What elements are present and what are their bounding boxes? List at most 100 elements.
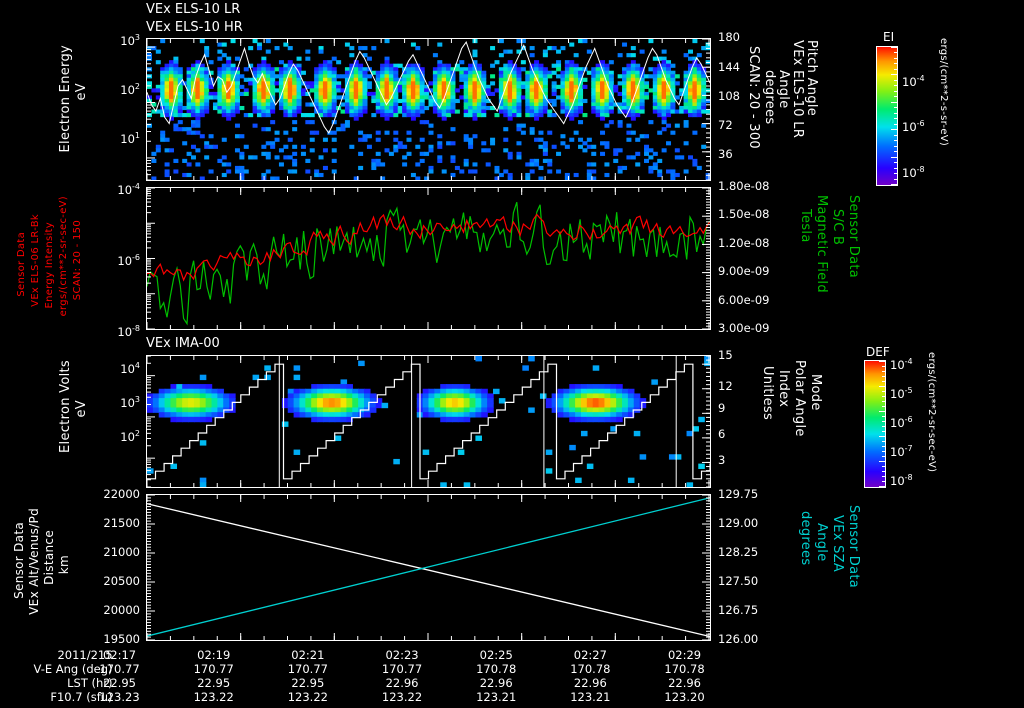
panel4-right-tick-0: 129.75: [718, 487, 759, 501]
table-cell: 22.95: [291, 676, 325, 690]
table-row-label: 2011/215: [57, 648, 113, 662]
panel2-left-axis-line1: VEx ELS-06 LR-Bk: [30, 214, 41, 307]
panel3-right-tick-2: 9: [718, 401, 726, 415]
table-cell: 170.77: [287, 662, 328, 676]
panel2-ytick-2: 10-8: [117, 324, 140, 339]
table-cell: 02:17: [102, 648, 137, 662]
panel3-right-axis-line3: Unitless: [760, 366, 775, 421]
panel3-left-axis-line1: eV: [74, 400, 89, 418]
colorbar2-tick-4: 10-8: [890, 473, 913, 488]
panel2-left-axis-line4: SCAN: 20 - 150: [72, 220, 83, 301]
panel4-right-axis-line1: VEx SZA: [830, 515, 845, 573]
table-cell: 170.77: [99, 662, 140, 676]
panel2-ytick-1: 10-6: [117, 253, 140, 268]
panel2-left-axis-line3: ergs/(cm**2-sr-sec-eV): [58, 196, 69, 317]
panel1-right-tick-3: 72: [718, 118, 733, 132]
table-row: V-E Ang (deg) 170.77 170.77 170.77 170.77 170…: [0, 662, 780, 676]
panel1-right-tick-1: 144: [718, 60, 740, 74]
panel4-ytick-2: 21000: [103, 545, 140, 559]
table-cell: 123.23: [99, 690, 140, 704]
table-cell: 02:23: [385, 648, 419, 662]
panel2-right-axis-line3: Tesla: [798, 209, 813, 243]
panel3-title: VEx IMA-00: [146, 336, 220, 351]
panel4-left-axis-line3: km: [57, 555, 71, 575]
panel2-right-tick-4: 6.00e-09: [718, 293, 770, 307]
panel4-right-axis-line2: Angle: [814, 523, 829, 562]
panel-els-spectrogram: [146, 38, 711, 181]
panel4-right-tick-2: 128.25: [718, 545, 759, 559]
table-cell: 123.22: [193, 690, 234, 704]
panel3-right-tick-4: 3: [718, 453, 726, 467]
panel3-right-tick-0: 15: [718, 348, 733, 362]
colorbar2-tick-0: 10-4: [890, 357, 913, 372]
table-row-label: LST (hr): [67, 676, 113, 690]
panel1-right-axis-line3: degrees: [762, 70, 777, 125]
table-cell: 170.78: [664, 662, 705, 676]
panel2-left-axis-line0: Sensor Data: [16, 232, 27, 297]
table-row-values: 123.23 123.22 123.22 123.22 123.21 123.21 123.…: [99, 690, 780, 704]
table-cell: 170.77: [193, 662, 234, 676]
colorbar1-title: EI: [883, 30, 895, 44]
table-cell: 170.78: [476, 662, 517, 676]
colorbar2-tick-1: 10-5: [890, 386, 913, 401]
table-cell: 123.21: [570, 690, 611, 704]
panel3-right-tick-3: 6: [718, 427, 726, 441]
panel-altitude-sza: [146, 494, 711, 641]
table-cell: 123.22: [381, 690, 423, 704]
panel1-ytick-2: 101: [120, 131, 140, 146]
panel1-left-axis-line1: eV: [74, 83, 89, 101]
colorbar2-unit-label: ergs/(cm**2-sr-sec-eV): [926, 352, 937, 473]
table-row-label: F10.7 (sfu): [50, 690, 113, 704]
table-cell: 22.96: [573, 676, 607, 690]
panel3-ytick-0: 104: [120, 361, 140, 376]
panel3-ytick-1: 103: [120, 395, 140, 410]
colorbar2-tick-2: 10-6: [890, 415, 913, 430]
table-cell: 123.21: [476, 690, 517, 704]
panel4-left-axis-line2: Distance: [42, 530, 56, 585]
panel1-ytick-1: 102: [120, 82, 140, 97]
table-cell: 170.78: [570, 662, 611, 676]
panel3-ytick-2: 102: [120, 429, 140, 444]
table-cell: 02:25: [479, 648, 513, 662]
panel3-right-tick-1: 12: [718, 379, 733, 393]
table-cell: 123.22: [287, 690, 328, 704]
panel1-right-axis-line1: VEx ELS-10 LR: [790, 40, 805, 139]
table-cell: 22.96: [385, 676, 419, 690]
table-cell: 02:21: [291, 648, 325, 662]
panel2-right-axis-line0: Sensor Data: [846, 195, 861, 279]
table-cell: 22.96: [479, 676, 513, 690]
panel4-left-axis-line1: VEx Alt/Venus/Pd: [27, 508, 41, 615]
panel1-ytick-0: 103: [120, 33, 140, 48]
panel4-right-axis-line0: Sensor Data: [846, 505, 861, 589]
panel2-left-axis-line2: Energy Intensity: [44, 222, 55, 309]
colorbar1-unit-label: ergs/(cm**2-s-sr-eV): [938, 38, 949, 147]
bottom-info-table: 2011/215 02:17 02:19 02:21 02:23 02:25 02:27 02…: [0, 648, 780, 704]
panel4-ytick-0: 22000: [103, 487, 140, 501]
panel4-right-tick-4: 126.75: [718, 603, 759, 617]
panel4-right-axis-line3: degrees: [798, 511, 813, 566]
panel2-right-tick-0: 1.80e-08: [718, 179, 770, 193]
table-cell: 22.95: [103, 676, 136, 690]
panel3-right-axis-line0: Mode: [808, 374, 823, 411]
panel2-right-tick-5: 3.00e-09: [718, 321, 770, 335]
panel-ima-spectrogram: [146, 355, 711, 488]
panel4-left-axis-line0: Sensor Data: [12, 522, 26, 599]
panel2-right-tick-2: 1.20e-08: [718, 236, 770, 250]
table-row-values: 02:17 02:19 02:21 02:23 02:25 02:27 02:29: [103, 648, 780, 662]
table-cell: 02:19: [197, 648, 231, 662]
colorbar2-title: DEF: [866, 345, 890, 359]
panel4-right-tick-5: 126.00: [718, 632, 759, 646]
colorbar2-tick-3: 10-7: [890, 444, 913, 459]
panel4-ytick-1: 21500: [103, 516, 140, 530]
panel4-right-tick-1: 129.00: [718, 516, 759, 530]
table-row: LST (hr) 22.95 22.95 22.95 22.96 22.96 22.96 22…: [0, 676, 780, 690]
panel-energy-bfield: [146, 187, 711, 330]
panel3-left-axis-line0: Electron Volts: [58, 360, 73, 453]
panel1-left-axis-line0: Electron Energy: [58, 45, 73, 153]
colorbar1-tick-2: 10-8: [902, 165, 925, 180]
panel2-right-tick-1: 1.50e-08: [718, 207, 770, 221]
panel4-ytick-5: 19500: [103, 632, 140, 646]
table-cell: 02:27: [573, 648, 607, 662]
panel2-right-axis-line2: Magnetic Field: [814, 195, 829, 293]
